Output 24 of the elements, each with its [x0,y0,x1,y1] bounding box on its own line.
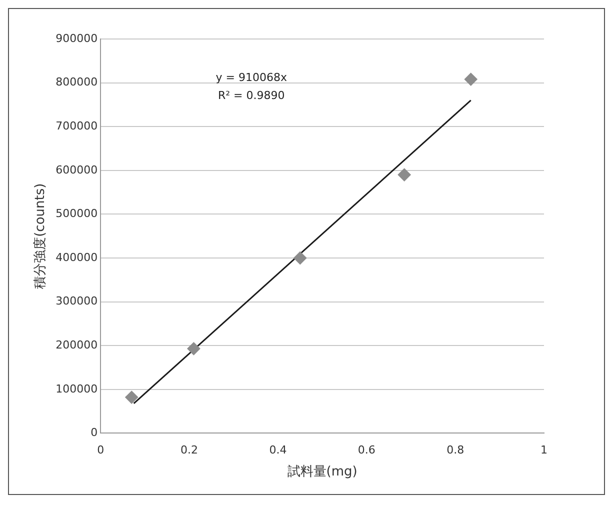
y-tick-label: 400000 [56,250,98,264]
y-tick-label: 300000 [56,294,98,308]
point [398,168,411,182]
x-tick-label: 0.8 [446,444,464,457]
y-tick-label: 500000 [56,207,98,220]
y-axis-title: 積分強度(counts) [32,183,48,289]
y-tick-label: 0 [90,426,98,440]
x-tick-label: 0.6 [358,444,376,457]
y-tick-label: 200000 [56,338,98,352]
y-tick-label: 900000 [56,32,98,45]
y-tick-label: 600000 [56,163,98,176]
annotation: R² = 0.9890 [218,89,285,102]
annotation: y = 910068x [216,71,288,84]
point [464,72,478,86]
x-tick-label: 1 [540,444,548,457]
x-tick-label: 0.2 [180,444,198,457]
point [187,342,200,356]
x-tick-label: 0.4 [269,444,287,457]
x-axis-title: 試料量(mg) [287,464,358,480]
y-tick-label: 700000 [56,119,98,132]
point [125,390,138,404]
y-tick-label: 100000 [56,382,98,396]
point [294,252,307,264]
y-tick-label: 800000 [56,76,98,89]
